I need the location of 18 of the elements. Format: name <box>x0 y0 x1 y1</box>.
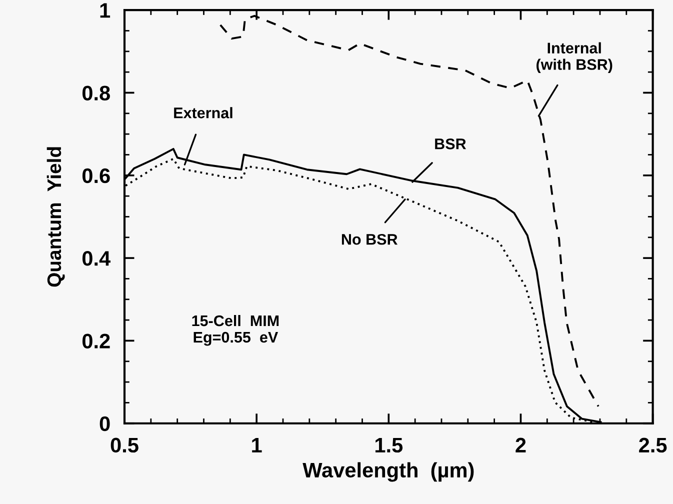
y-tick-label: 0.2 <box>82 334 110 348</box>
y-axis-title: Quantum Yield <box>46 147 65 287</box>
y-tick-label: 0.8 <box>82 86 110 100</box>
x-tick-label: 1 <box>252 438 262 452</box>
x-tick-label: 0.5 <box>110 438 138 453</box>
annotation: 15-Cell MIM Eg=0.55 eV <box>192 314 279 346</box>
x-axis-title: Wavelength (µm) <box>302 462 474 482</box>
y-tick-label: 1 <box>100 3 110 18</box>
annotation: External <box>174 107 232 118</box>
x-tick-label: 2 <box>516 438 526 452</box>
annotation: Internal (with BSR) <box>536 42 612 73</box>
y-tick-label: 0.4 <box>82 251 111 266</box>
y-tick-label: 0.6 <box>82 168 110 184</box>
annotation: BSR <box>435 138 466 150</box>
x-tick-label: 1.5 <box>375 438 403 453</box>
x-tick-label: 2.5 <box>639 438 667 453</box>
y-tick-label: 0 <box>100 416 110 432</box>
annotation: No BSR <box>342 234 398 245</box>
